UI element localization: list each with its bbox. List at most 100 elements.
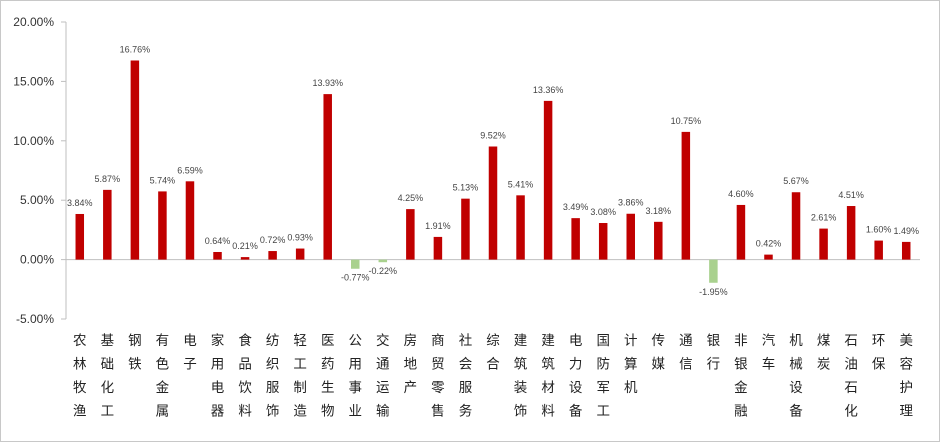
y-tick-label: 20.00% [13,15,54,29]
bar [213,251,222,260]
y-tick-label: 0.00% [20,253,54,267]
data-label: 5.87% [95,174,121,184]
category-label: 轻工制造 [293,333,307,420]
bar [378,259,388,263]
category-label: 通信 [679,333,693,373]
category-label: 银行 [707,333,721,373]
category-label: 非银金融 [734,333,748,420]
data-label: 5.41% [508,179,534,189]
data-label: 4.60% [728,189,754,199]
category-label: 钢铁 [128,333,142,373]
bar [323,94,332,260]
category-label: 传媒 [652,333,666,373]
data-label: 0.42% [756,239,782,249]
category-label: 计算机 [624,333,638,396]
bar [185,181,195,260]
bar [901,241,911,260]
category-label: 环保 [872,333,886,373]
data-label: 9.52% [480,131,506,141]
data-label: 0.21% [232,241,258,251]
bar [516,195,525,260]
data-label: 3.84% [67,198,93,208]
bar [846,206,856,260]
category-label: 国防军工 [596,333,610,420]
category-label: 综合 [486,333,500,373]
bar [571,218,580,260]
data-label: 0.93% [287,233,313,243]
data-label: -0.22% [369,266,398,276]
bar [75,213,85,260]
bar [681,131,691,260]
category-label: 基础化工 [101,332,115,420]
bar [268,251,277,260]
data-label: 13.93% [312,78,343,88]
y-tick-label: 5.00% [20,193,54,207]
category-label: 食品饮料 [238,332,252,420]
category-label: 交通运输 [376,332,390,420]
bar [598,223,608,260]
data-label: 3.49% [563,202,589,212]
category-label: 家用电器 [211,332,225,420]
bar [406,209,415,260]
category-label: 建筑装饰 [514,333,528,420]
bar [240,257,250,260]
data-label: 10.75% [671,116,702,126]
bar [351,259,360,269]
y-tick-label: 15.00% [13,74,54,88]
data-label: 3.08% [590,207,616,217]
data-label: 1.91% [425,221,451,231]
bar [103,189,112,260]
data-label: 5.74% [150,175,176,185]
category-label: 美容护理 [899,333,913,420]
bar [819,228,828,260]
bar [130,60,140,260]
category-label: 纺织服饰 [266,333,280,420]
category-label: 商贸零售 [431,333,445,420]
data-label: 1.49% [893,226,919,236]
category-label: 社会服务 [459,333,473,420]
data-label: 4.25% [398,193,424,203]
category-label: 石油石化 [844,333,858,420]
data-label: 5.67% [783,176,809,186]
data-label: 0.72% [260,235,286,245]
bar [295,248,305,260]
category-label: 汽车 [762,333,776,373]
bar [626,213,635,260]
category-label: 农林牧渔 [73,333,87,420]
category-label: 建筑材料 [541,333,555,420]
bar [791,192,801,260]
y-tick-label: -5.00% [16,312,54,326]
data-label: 2.61% [811,213,837,223]
category-label: 机械设备 [789,333,803,420]
data-label: 5.13% [453,183,479,193]
data-label: 3.18% [646,206,672,216]
data-label: 13.36% [533,85,564,95]
category-label: 电力设备 [569,333,583,420]
data-label: 6.59% [177,165,203,175]
bar [488,146,498,260]
category-label: 房地产 [404,333,418,396]
category-label: 电子 [183,333,197,373]
bar [543,100,553,260]
category-label: 公用事业 [349,333,363,420]
bar [433,236,443,260]
bar [158,191,167,260]
data-label: 3.86% [618,198,644,208]
category-label: 医药生物 [321,333,335,420]
category-label: 煤炭 [817,333,831,373]
data-label: -1.95% [699,287,728,297]
data-label: 16.76% [120,44,151,54]
y-tick-label: 10.00% [13,134,54,148]
bar [874,240,883,260]
data-label: 0.64% [205,236,231,246]
data-label: 1.60% [866,225,892,235]
bar [709,259,718,283]
bar [654,221,663,260]
data-label: -0.77% [341,273,370,283]
bar [764,254,773,260]
data-label: 4.51% [838,190,864,200]
bar [461,198,470,260]
bar [736,204,746,260]
